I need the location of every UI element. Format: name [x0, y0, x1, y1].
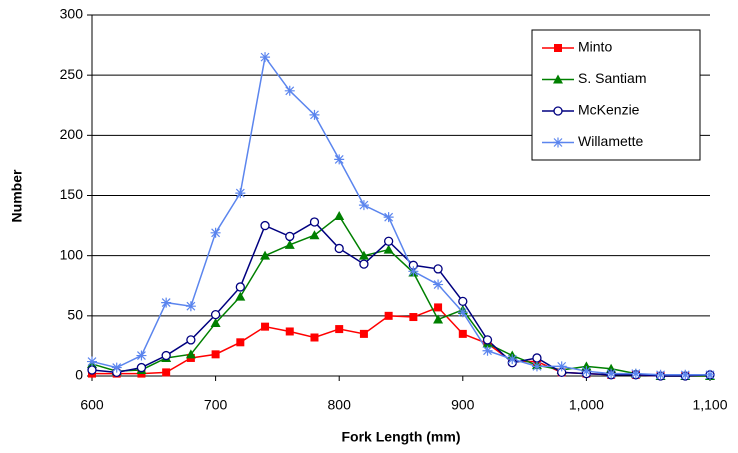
marker	[655, 369, 666, 380]
marker	[284, 239, 295, 249]
marker	[581, 366, 592, 377]
marker	[186, 335, 196, 345]
marker	[630, 368, 641, 379]
marker	[458, 329, 467, 338]
marker	[309, 230, 320, 240]
marker	[260, 220, 270, 231]
legend-label: Willamette	[578, 133, 644, 149]
x-tick-label: 1,000	[569, 397, 604, 413]
marker	[161, 350, 171, 361]
marker	[235, 291, 246, 301]
legend-label: S. Santiam	[578, 70, 646, 86]
marker	[409, 313, 418, 322]
marker	[210, 309, 221, 320]
marker	[358, 250, 369, 260]
marker	[358, 200, 369, 211]
marker	[136, 350, 147, 361]
marker	[260, 52, 271, 63]
marker	[384, 311, 393, 320]
marker	[310, 333, 319, 342]
marker	[359, 329, 368, 338]
series-line	[92, 306, 710, 377]
y-axis-title: Number	[9, 169, 25, 222]
marker	[507, 354, 518, 365]
legend: Minto S. Santiam McKenzie Willamette	[531, 29, 701, 161]
legend-label: McKenzie	[578, 102, 640, 118]
y-tick-label: 250	[60, 66, 84, 82]
legend-label: Minto	[578, 39, 612, 55]
x-tick-label: 800	[328, 397, 352, 413]
marker	[210, 318, 221, 328]
x-tick-label: 700	[204, 397, 228, 413]
marker	[211, 350, 220, 359]
marker	[383, 212, 394, 223]
series-line	[91, 214, 710, 377]
marker	[532, 353, 542, 363]
marker	[433, 314, 444, 324]
marker	[309, 109, 320, 120]
marker	[111, 362, 122, 373]
marker	[284, 85, 295, 96]
legend-marker	[553, 137, 563, 148]
marker	[383, 236, 394, 246]
x-tick-label: 900	[451, 397, 475, 413]
y-tick-label: 200	[60, 126, 84, 142]
marker	[433, 264, 443, 274]
y-tick-label: 100	[60, 246, 84, 262]
marker	[334, 154, 345, 165]
marker	[87, 365, 97, 375]
marker	[334, 243, 344, 254]
marker	[408, 266, 419, 277]
marker	[359, 259, 369, 269]
marker	[161, 297, 172, 308]
marker	[334, 210, 345, 220]
marker	[261, 322, 270, 331]
legend-marker	[553, 106, 563, 116]
marker	[185, 301, 196, 312]
marker	[457, 307, 468, 318]
marker	[335, 325, 344, 334]
marker	[162, 368, 171, 377]
x-tick-label: 1,100	[692, 397, 727, 413]
legend-marker	[553, 74, 563, 84]
marker	[680, 369, 691, 380]
marker	[185, 349, 196, 359]
marker	[285, 231, 295, 242]
marker	[458, 296, 468, 307]
marker	[87, 356, 97, 367]
marker	[606, 368, 617, 379]
marker	[235, 188, 246, 199]
marker	[556, 361, 567, 372]
marker	[434, 303, 443, 312]
y-tick-label: 0	[75, 367, 83, 383]
y-tick-label: 300	[60, 6, 84, 22]
y-tick-label: 150	[60, 186, 84, 202]
marker	[285, 327, 294, 336]
marker	[260, 250, 271, 260]
marker	[433, 279, 444, 290]
marker	[309, 217, 320, 227]
marker	[531, 361, 542, 372]
marker	[482, 335, 493, 345]
legend-marker	[554, 44, 562, 52]
marker	[705, 369, 715, 380]
marker	[210, 227, 221, 238]
marker	[236, 338, 245, 347]
marker	[482, 345, 493, 356]
marker	[136, 362, 147, 373]
y-tick-label: 50	[67, 307, 83, 323]
marker	[383, 244, 394, 254]
x-tick-label: 600	[80, 397, 104, 413]
marker	[235, 282, 245, 292]
x-axis-title: Fork Length (mm)	[342, 429, 461, 445]
